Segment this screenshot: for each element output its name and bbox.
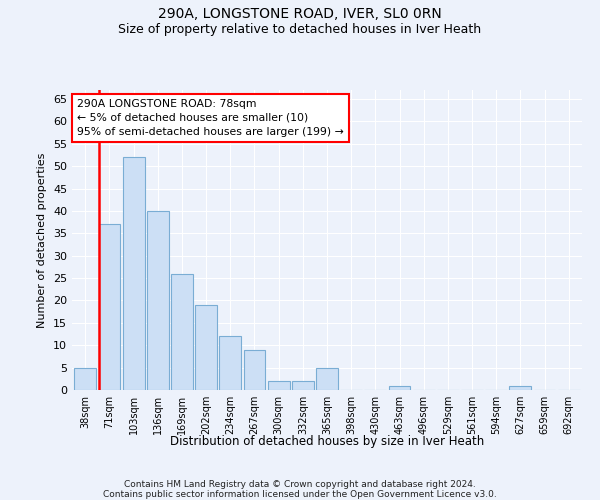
Text: 290A, LONGSTONE ROAD, IVER, SL0 0RN: 290A, LONGSTONE ROAD, IVER, SL0 0RN [158, 8, 442, 22]
Bar [268, 381, 290, 390]
Bar [195, 305, 217, 390]
Y-axis label: Number of detached properties: Number of detached properties [37, 152, 47, 328]
Bar [74, 368, 96, 390]
Text: Size of property relative to detached houses in Iver Heath: Size of property relative to detached ho… [118, 22, 482, 36]
Bar [316, 368, 338, 390]
Text: Distribution of detached houses by size in Iver Heath: Distribution of detached houses by size … [170, 435, 484, 448]
Bar [292, 381, 314, 390]
Bar [98, 224, 121, 390]
Bar [389, 386, 410, 390]
Text: 290A LONGSTONE ROAD: 78sqm
← 5% of detached houses are smaller (10)
95% of semi-: 290A LONGSTONE ROAD: 78sqm ← 5% of detac… [77, 99, 344, 137]
Bar [123, 157, 145, 390]
Bar [220, 336, 241, 390]
Bar [171, 274, 193, 390]
Bar [147, 211, 169, 390]
Text: Contains HM Land Registry data © Crown copyright and database right 2024.
Contai: Contains HM Land Registry data © Crown c… [103, 480, 497, 500]
Bar [244, 350, 265, 390]
Bar [509, 386, 531, 390]
